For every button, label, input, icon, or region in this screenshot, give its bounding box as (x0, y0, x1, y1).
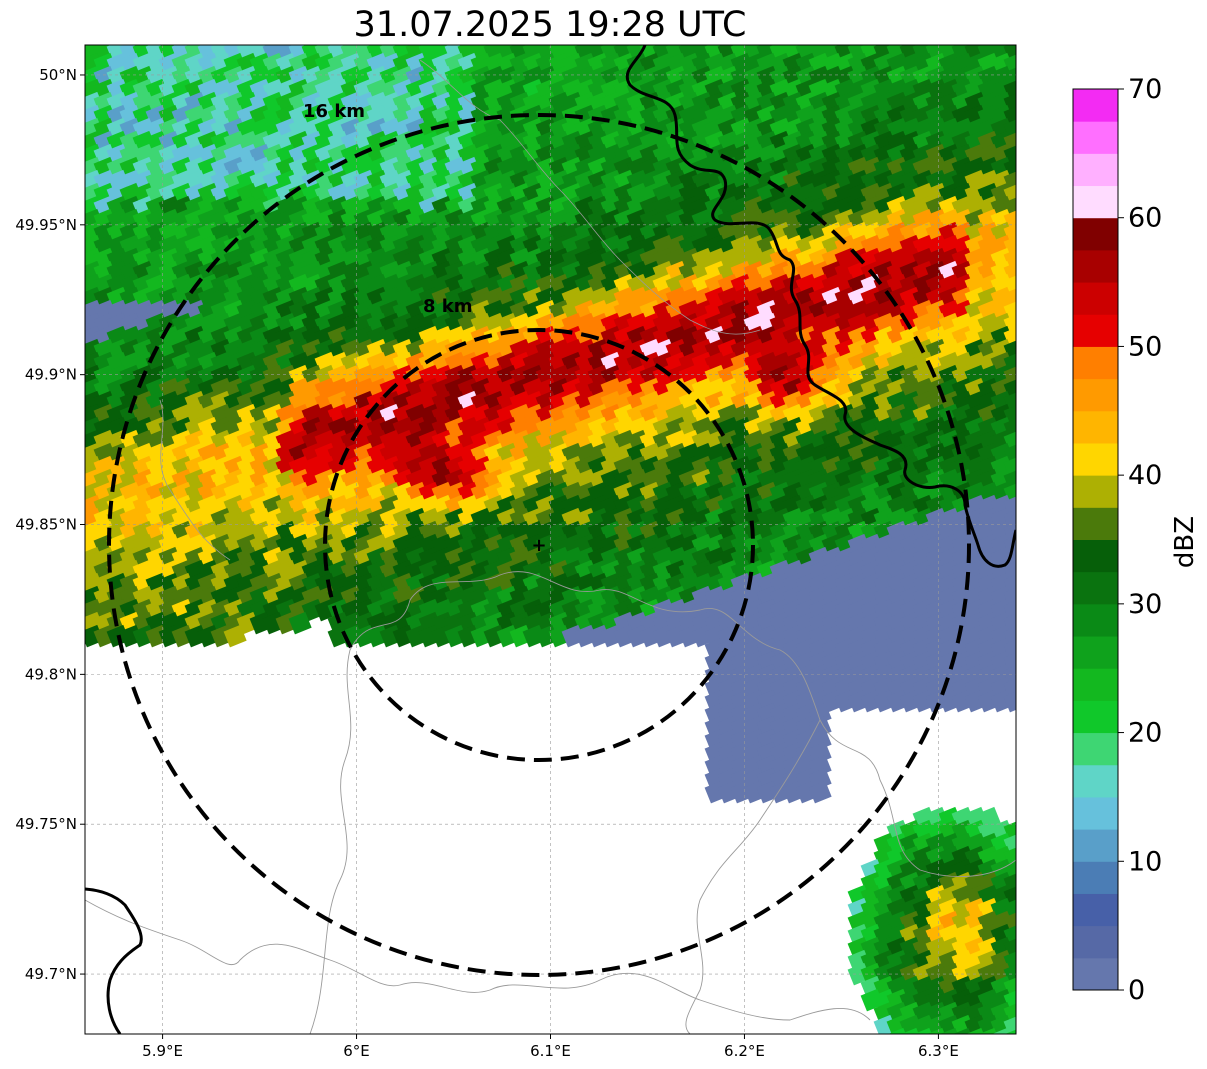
colorbar-segment (1073, 282, 1118, 315)
colorbar-segment (1073, 796, 1118, 830)
colorbar-segment (1073, 410, 1118, 444)
borders-layer (85, 45, 1016, 1034)
y-tick-label: 49.8°N (25, 665, 77, 683)
colorbar-segment (1073, 378, 1118, 412)
colorbar-segment (1073, 539, 1118, 573)
colorbar-frame (1072, 88, 1119, 991)
colorbar-segment (1073, 249, 1118, 283)
y-tick-label: 49.7°N (25, 965, 77, 983)
colorbar-segment (1073, 217, 1118, 251)
colorbar-segment (1073, 861, 1118, 894)
colorbar-tick-label: 10 (1128, 846, 1162, 877)
colorbar: 0 10 20 30 40 50 60 70 (1072, 74, 1162, 1006)
range-ring-8km (323, 328, 755, 762)
regional-border (309, 571, 1016, 1034)
colorbar-tick-label: 0 (1128, 975, 1145, 1006)
colorbar-tick-label: 70 (1128, 74, 1162, 105)
y-tick-label: 49.75°N (15, 815, 77, 833)
regional-border (419, 59, 761, 335)
colorbar-tick-label: 20 (1128, 718, 1162, 749)
colorbar-segment (1073, 346, 1118, 380)
range-rings: + (107, 113, 971, 977)
colorbar-tick-label: 50 (1128, 331, 1162, 362)
colorbar-segment (1073, 603, 1118, 637)
x-tick-label: 6.2°E (724, 1042, 765, 1060)
colorbar-segment (1073, 571, 1118, 605)
longitude-axis: 5.9°E 6°E 6.1°E 6.2°E 6.3°E (142, 1034, 959, 1060)
colorbar-segment (1073, 153, 1118, 187)
colorbar-segment (1073, 829, 1118, 862)
regional-border (85, 899, 871, 1021)
colorbar-segment (1073, 314, 1118, 347)
regional-border (685, 719, 821, 1034)
y-tick-label: 49.9°N (25, 366, 77, 384)
radar-site-marker: + (531, 535, 546, 556)
colorbar-segment (1073, 732, 1118, 766)
colorbar-segment (1073, 700, 1118, 734)
x-tick-label: 6°E (343, 1042, 370, 1060)
range-ring-16km (107, 113, 971, 977)
gridlines (85, 45, 1016, 1034)
colorbar-segment (1073, 185, 1118, 219)
colorbar-tick-label: 30 (1128, 589, 1162, 620)
colorbar-segment (1073, 957, 1118, 991)
y-tick-label: 50°N (39, 66, 77, 84)
colorbar-tick-label: 60 (1128, 203, 1162, 234)
colorbar-segment (1073, 121, 1118, 154)
colorbar-segment (1073, 89, 1118, 122)
x-tick-label: 6.3°E (918, 1042, 959, 1060)
colorbar-segment (1073, 507, 1118, 540)
country-border (85, 887, 143, 1034)
colorbar-segment (1073, 636, 1118, 669)
x-tick-label: 6.1°E (530, 1042, 571, 1060)
colorbar-segment (1073, 442, 1118, 476)
regional-border (159, 399, 231, 561)
radar-reflectivity-layer (85, 45, 1016, 1034)
country-border (625, 45, 1016, 568)
y-tick-label: 49.95°N (15, 216, 77, 234)
colorbar-label: dBZ (1170, 516, 1200, 568)
colorbar-segment (1073, 668, 1118, 701)
x-tick-label: 5.9°E (142, 1042, 183, 1060)
colorbar-segment (1073, 925, 1118, 959)
colorbar-segment (1073, 764, 1118, 798)
y-tick-label: 49.85°N (15, 516, 77, 534)
map-title: 31.07.2025 19:28 UTC (353, 5, 747, 45)
colorbar-segment (1073, 893, 1118, 927)
colorbar-tick-label: 40 (1128, 460, 1162, 491)
colorbar-segment (1073, 475, 1118, 508)
ring-label-16km: 16 km (303, 101, 365, 122)
ring-label-8km: 8 km (423, 296, 473, 317)
latitude-axis: 50°N 49.95°N 49.9°N 49.85°N 49.8°N 49.75°N 49.… (15, 66, 85, 983)
